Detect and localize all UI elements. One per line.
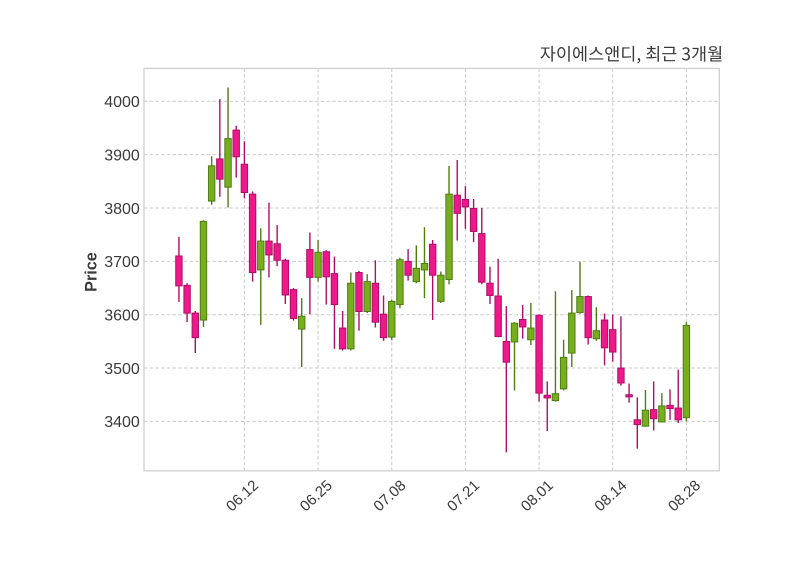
svg-text:3400: 3400: [104, 414, 140, 431]
svg-text:3800: 3800: [104, 201, 140, 218]
svg-text:3700: 3700: [104, 254, 140, 271]
svg-text:3500: 3500: [104, 361, 140, 378]
svg-text:4000: 4000: [104, 94, 140, 111]
svg-text:3600: 3600: [104, 308, 140, 325]
svg-text:Price: Price: [83, 252, 101, 292]
svg-text:3900: 3900: [104, 147, 140, 164]
